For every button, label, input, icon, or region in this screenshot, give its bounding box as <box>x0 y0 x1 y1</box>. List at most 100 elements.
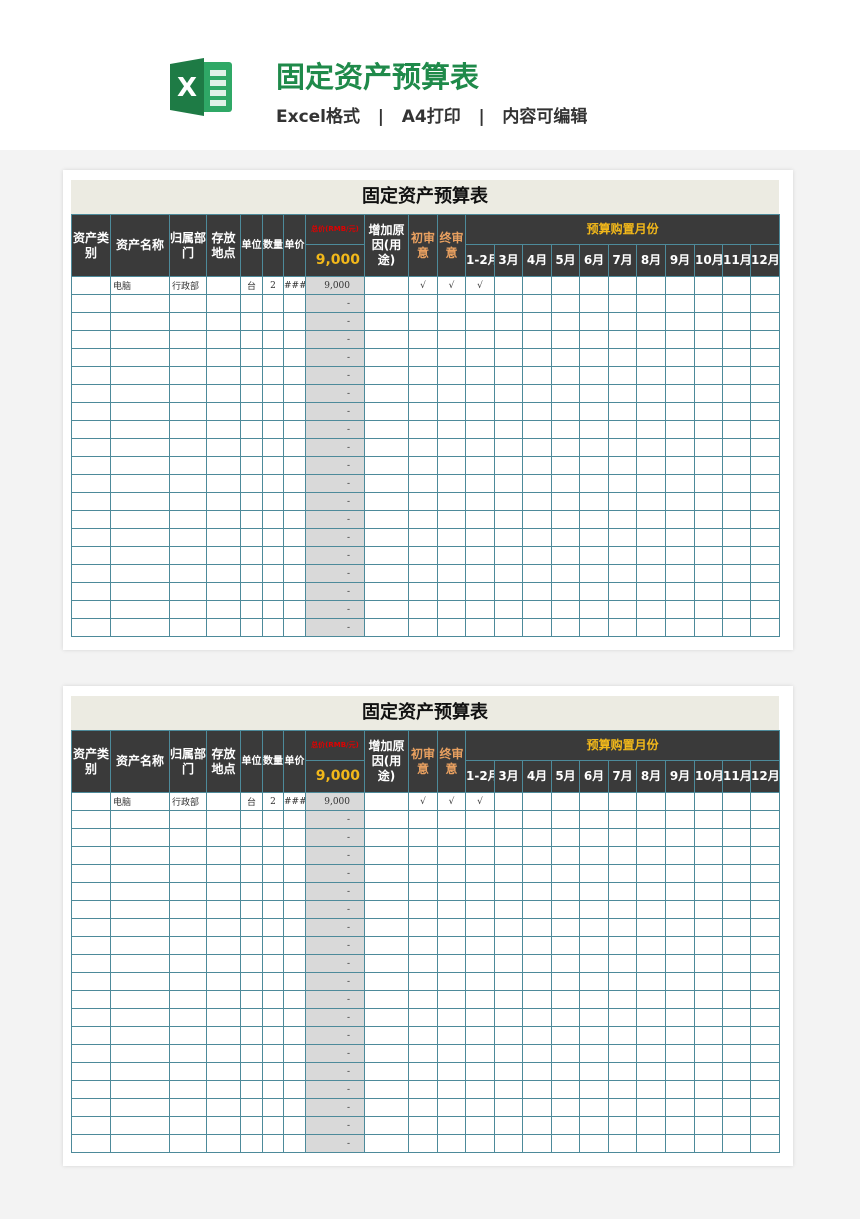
cell[interactable] <box>579 1044 609 1063</box>
cell[interactable] <box>579 510 609 529</box>
cell[interactable] <box>408 1134 438 1153</box>
cell[interactable] <box>551 564 580 583</box>
cell[interactable] <box>110 936 170 955</box>
cell[interactable] <box>240 990 263 1009</box>
cell[interactable] <box>608 954 637 973</box>
cell[interactable] <box>283 1044 306 1063</box>
cell[interactable] <box>608 618 637 637</box>
cell[interactable] <box>465 972 495 991</box>
cell[interactable] <box>437 1044 466 1063</box>
cell[interactable] <box>636 810 666 829</box>
cell[interactable] <box>262 366 284 385</box>
cell[interactable] <box>206 1080 241 1099</box>
cell[interactable] <box>608 810 637 829</box>
cell[interactable] <box>608 438 637 457</box>
cell[interactable] <box>408 1098 438 1117</box>
cell[interactable] <box>636 900 666 919</box>
cell[interactable] <box>722 1008 751 1027</box>
cell[interactable] <box>494 348 523 367</box>
cell[interactable] <box>437 972 466 991</box>
cell[interactable] <box>437 1008 466 1027</box>
cell[interactable] <box>71 1008 111 1027</box>
cell[interactable] <box>110 474 170 493</box>
cell[interactable] <box>262 510 284 529</box>
cell[interactable] <box>608 1080 637 1099</box>
cell[interactable] <box>579 1116 609 1135</box>
cell[interactable] <box>408 990 438 1009</box>
cell-total[interactable]: - <box>305 936 365 955</box>
cell[interactable] <box>494 1044 523 1063</box>
cell[interactable] <box>364 990 409 1009</box>
cell[interactable] <box>636 618 666 637</box>
cell[interactable] <box>364 1008 409 1027</box>
cell[interactable] <box>408 366 438 385</box>
cell[interactable] <box>694 420 723 439</box>
cell[interactable] <box>169 1044 207 1063</box>
cell[interactable] <box>522 990 552 1009</box>
cell[interactable] <box>608 582 637 601</box>
cell[interactable] <box>71 828 111 847</box>
cell[interactable] <box>110 846 170 865</box>
cell[interactable] <box>262 600 284 619</box>
cell[interactable] <box>71 456 111 475</box>
cell[interactable] <box>364 330 409 349</box>
cell[interactable] <box>636 582 666 601</box>
cell[interactable] <box>110 564 170 583</box>
cell[interactable] <box>240 582 263 601</box>
cell[interactable] <box>240 864 263 883</box>
cell[interactable] <box>608 474 637 493</box>
cell[interactable] <box>608 882 637 901</box>
cell[interactable] <box>110 1134 170 1153</box>
cell[interactable] <box>283 954 306 973</box>
cell[interactable] <box>262 1044 284 1063</box>
cell[interactable] <box>71 492 111 511</box>
cell[interactable] <box>110 510 170 529</box>
cell[interactable] <box>465 294 495 313</box>
cell[interactable] <box>110 900 170 919</box>
cell[interactable] <box>262 864 284 883</box>
cell[interactable] <box>494 1080 523 1099</box>
cell[interactable] <box>206 564 241 583</box>
cell[interactable] <box>494 528 523 547</box>
cell[interactable] <box>169 882 207 901</box>
cell[interactable] <box>169 1134 207 1153</box>
cell[interactable] <box>206 954 241 973</box>
cell[interactable] <box>722 582 751 601</box>
cell[interactable] <box>694 276 723 295</box>
cell-total[interactable]: - <box>305 1044 365 1063</box>
cell[interactable] <box>206 294 241 313</box>
cell-total[interactable]: - <box>305 1008 365 1027</box>
cell[interactable] <box>71 918 111 937</box>
cell[interactable] <box>437 1098 466 1117</box>
cell[interactable] <box>749 1080 781 1099</box>
cell-unit[interactable]: 台 <box>240 792 263 811</box>
cell[interactable] <box>71 438 111 457</box>
cell[interactable] <box>551 456 580 475</box>
cell[interactable] <box>71 1116 111 1135</box>
cell-total[interactable]: - <box>305 456 365 475</box>
cell[interactable] <box>608 564 637 583</box>
cell[interactable] <box>551 954 580 973</box>
cell[interactable] <box>408 900 438 919</box>
cell[interactable] <box>262 936 284 955</box>
cell[interactable] <box>437 348 466 367</box>
cell[interactable] <box>636 918 666 937</box>
cell[interactable] <box>551 600 580 619</box>
cell[interactable] <box>579 330 609 349</box>
cell[interactable] <box>636 828 666 847</box>
cell-final[interactable]: √ <box>437 276 466 295</box>
cell[interactable] <box>240 810 263 829</box>
cell[interactable] <box>465 846 495 865</box>
cell[interactable] <box>465 474 495 493</box>
cell[interactable] <box>522 474 552 493</box>
cell[interactable] <box>694 330 723 349</box>
cell[interactable] <box>408 828 438 847</box>
cell[interactable] <box>206 990 241 1009</box>
cell[interactable] <box>551 1080 580 1099</box>
cell[interactable] <box>665 1044 695 1063</box>
cell[interactable] <box>206 1116 241 1135</box>
cell[interactable] <box>283 564 306 583</box>
cell-total[interactable]: - <box>305 312 365 331</box>
cell-total[interactable]: - <box>305 330 365 349</box>
cell-dept[interactable]: 行政部 <box>169 792 207 811</box>
